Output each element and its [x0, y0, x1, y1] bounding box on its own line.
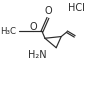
Text: O: O	[29, 22, 37, 32]
Text: HCl: HCl	[68, 3, 85, 13]
Text: H₂N: H₂N	[28, 50, 47, 60]
Text: O: O	[44, 6, 52, 16]
Text: H₃C: H₃C	[1, 27, 17, 36]
